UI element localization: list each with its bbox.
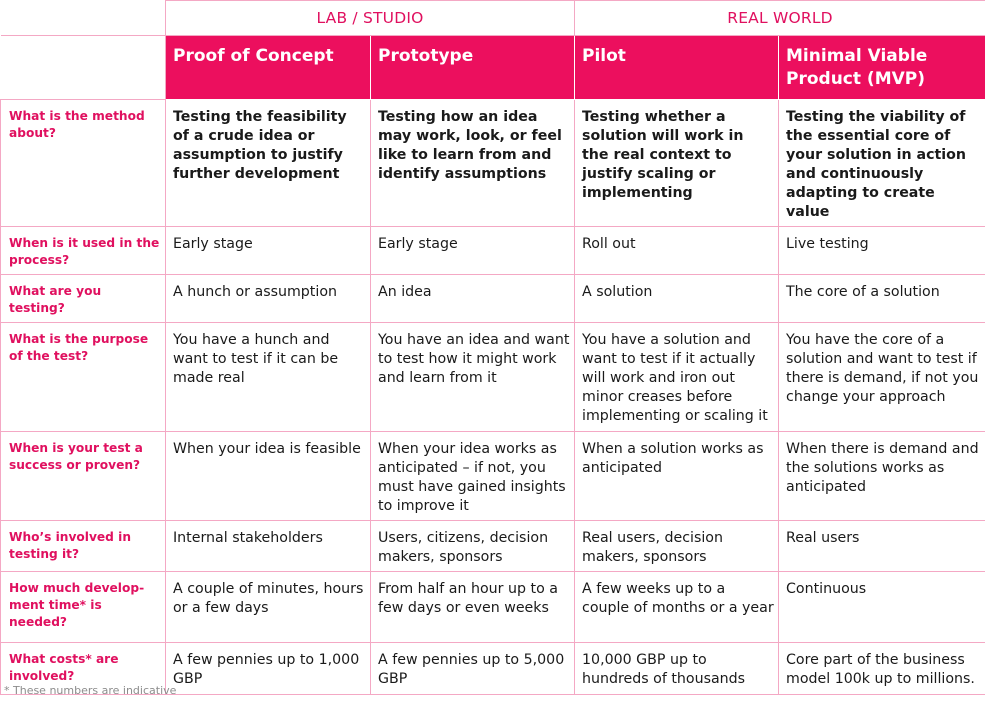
row-question: When is it used in the process?: [0, 226, 166, 275]
table-cell: When a solution works as anticipated: [574, 431, 780, 521]
table-cell: You have the core of a solution and want…: [778, 322, 985, 432]
table-cell: 10,000 GBP up to hundreds of thousands: [574, 642, 780, 695]
table-cell: You have a hunch and want to test if it …: [165, 322, 371, 432]
row-question: How much develop-ment time* is needed?: [0, 571, 166, 643]
phase-mvp: Minimal Viable Product (MVP): [778, 35, 985, 100]
table-cell: You have an idea and want to test how it…: [369, 322, 576, 432]
table-cell: Roll out: [574, 226, 780, 275]
table-cell: Testing the feasibility of a crude idea …: [165, 99, 371, 227]
table-cell: When your idea is feasible: [165, 431, 371, 521]
table-cell: Real users, decision makers, sponsors: [574, 520, 780, 572]
row-question: What costs* are involved?: [0, 642, 166, 695]
group-real-world: REAL WORLD: [574, 0, 985, 36]
table-cell: Early stage: [369, 226, 576, 275]
table-row: When is your test a success or proven? W…: [0, 431, 985, 521]
row-question: When is your test a success or proven?: [0, 431, 166, 521]
row-question: Who’s involved in testing it?: [0, 520, 166, 572]
table-row: Who’s involved in testing it? Internal s…: [0, 520, 985, 572]
table-cell: You have a solution and want to test if …: [574, 322, 780, 432]
table-cell: Internal stakeholders: [165, 520, 371, 572]
table-cell: A few pennies up to 1,000 GBP: [165, 642, 371, 695]
table-row: When is it used in the process? Early st…: [0, 226, 985, 275]
table-cell: A solution: [574, 274, 780, 323]
table-cell: Testing whether a solution will work in …: [574, 99, 780, 227]
row-question: What is the method about?: [0, 99, 166, 227]
table-cell: Core part of the business model 100k up …: [778, 642, 985, 695]
table-cell: Continuous: [778, 571, 985, 643]
table-row: What costs* are involved? A few pennies …: [0, 642, 985, 695]
table-cell: Users, citizens, decision makers, sponso…: [369, 520, 576, 572]
table-row: What is the method about? Testing the fe…: [0, 99, 985, 227]
table-cell: Live testing: [778, 226, 985, 275]
corner-cell: [0, 35, 166, 100]
table-cell: When your idea works as anticipated – if…: [369, 431, 576, 521]
table-cell: A hunch or assumption: [165, 274, 371, 323]
row-question: What is the purpose of the test?: [0, 322, 166, 432]
table-cell: Testing how an idea may work, look, or f…: [369, 99, 576, 227]
table-cell: Real users: [778, 520, 985, 572]
table-cell: An idea: [369, 274, 576, 323]
phase-proof-of-concept: Proof of Concept: [165, 35, 371, 100]
table-cell: A few weeks up to a couple of months or …: [574, 571, 780, 643]
table-row: How much develop-ment time* is needed? A…: [0, 571, 985, 643]
group-lab-studio: LAB / STUDIO: [164, 0, 576, 36]
table-cell: Testing the viability of the essential c…: [778, 99, 985, 227]
table-cell: A couple of minutes, hours or a few days: [165, 571, 371, 643]
footnote: * These numbers are indicative: [4, 684, 177, 697]
table-cell: Early stage: [165, 226, 371, 275]
row-question: What are you testing?: [0, 274, 166, 323]
phase-pilot: Pilot: [574, 35, 780, 100]
phase-header-row: Proof of Concept Prototype Pilot Minimal…: [0, 35, 985, 100]
group-header-row: LAB / STUDIO REAL WORLD: [0, 0, 985, 36]
table-row: What are you testing? A hunch or assumpt…: [0, 274, 985, 323]
corner-cell: [0, 0, 166, 36]
table-cell: When there is demand and the solutions w…: [778, 431, 985, 521]
table-cell: From half an hour up to a few days or ev…: [369, 571, 576, 643]
table-row: What is the purpose of the test? You hav…: [0, 322, 985, 432]
table-cell: A few pennies up to 5,000 GBP: [369, 642, 576, 695]
phase-prototype: Prototype: [369, 35, 576, 100]
table-cell: The core of a solution: [778, 274, 985, 323]
